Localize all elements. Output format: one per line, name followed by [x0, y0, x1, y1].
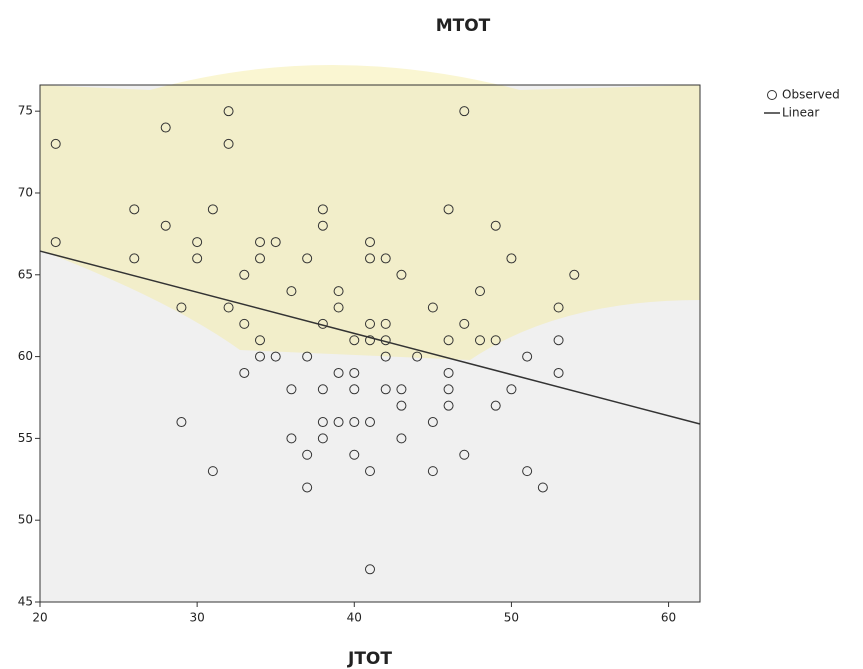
- legend-label: Observed: [782, 88, 840, 102]
- x-tick-label: 40: [347, 611, 362, 625]
- x-tick-label: 60: [661, 611, 676, 625]
- y-tick-label: 60: [18, 349, 33, 363]
- x-tick-label: 30: [190, 611, 205, 625]
- chart: MTOT JTOT 45 50 55 60 65 70 75 20 30 40 50 60 Observ…: [0, 0, 863, 669]
- x-axis-title: JTOT: [347, 649, 392, 669]
- y-tick-label: 50: [18, 513, 33, 527]
- chart-title: MTOT: [436, 16, 491, 36]
- x-tick-label: 50: [504, 611, 519, 625]
- legend-label: Linear: [782, 106, 819, 120]
- y-tick-label: 65: [18, 267, 33, 281]
- y-tick-label: 70: [18, 185, 33, 199]
- x-tick-label: 20: [32, 611, 47, 625]
- y-tick-label: 75: [18, 104, 33, 118]
- legend-marker: [768, 91, 777, 100]
- y-tick-label: 45: [18, 595, 33, 609]
- y-tick-label: 55: [18, 431, 33, 445]
